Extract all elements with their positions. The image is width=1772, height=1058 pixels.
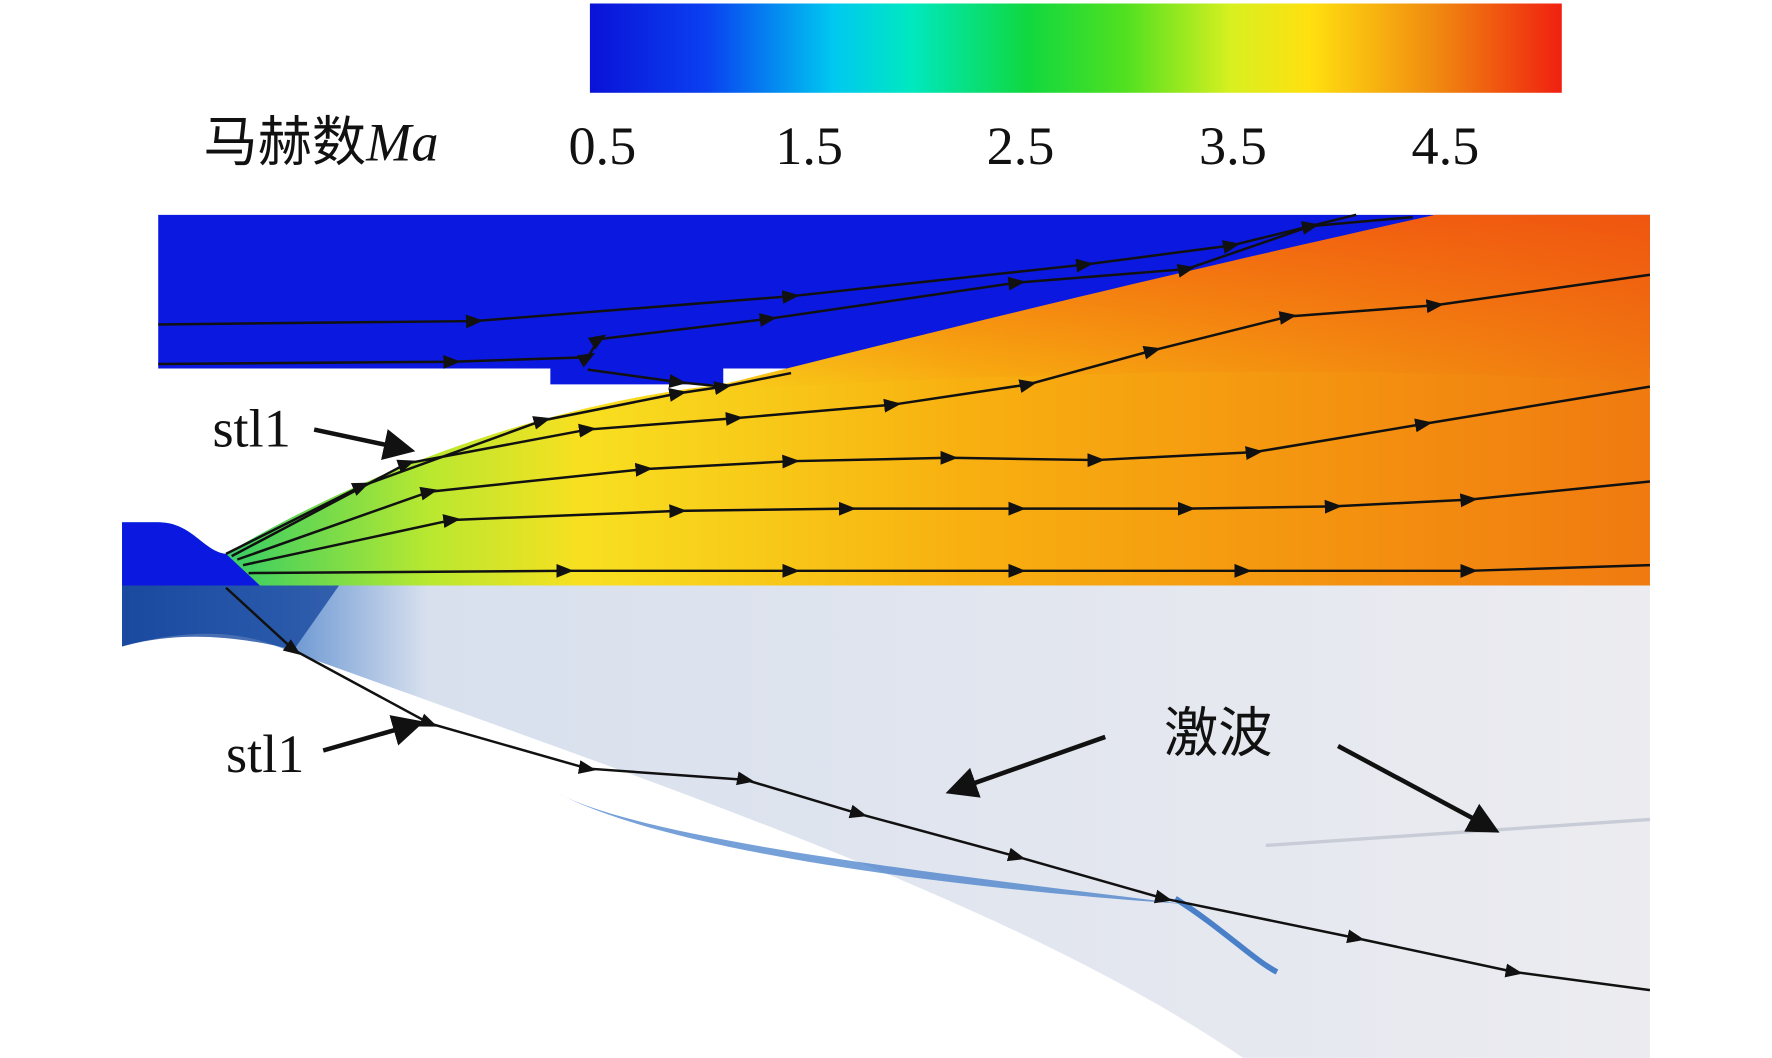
schlieren-field [122,585,1651,1058]
colorbar-ticks: 0.5 1.5 2.5 3.5 4.5 [568,116,1479,176]
colorbar-tick-label: 3.5 [1199,116,1267,176]
colorbar-tick-label: 2.5 [987,116,1055,176]
shock-label: 激波 [1164,704,1272,764]
arrow [1336,743,1500,833]
colorbar-tick-label: 0.5 [568,116,636,176]
colorbar [589,3,1562,93]
mach-field [122,213,1651,586]
streamline-label: stl1 [226,724,304,784]
streamline-label: stl1 [212,399,290,459]
colorbar-label: 马赫数 [203,113,366,173]
arrow [322,715,425,753]
arrow [313,427,416,461]
colorbar-tick-label: 4.5 [1412,116,1480,176]
arrow [945,734,1106,798]
colorbar-symbol: Ma [365,113,438,173]
colorbar-tick-label: 1.5 [775,116,843,176]
